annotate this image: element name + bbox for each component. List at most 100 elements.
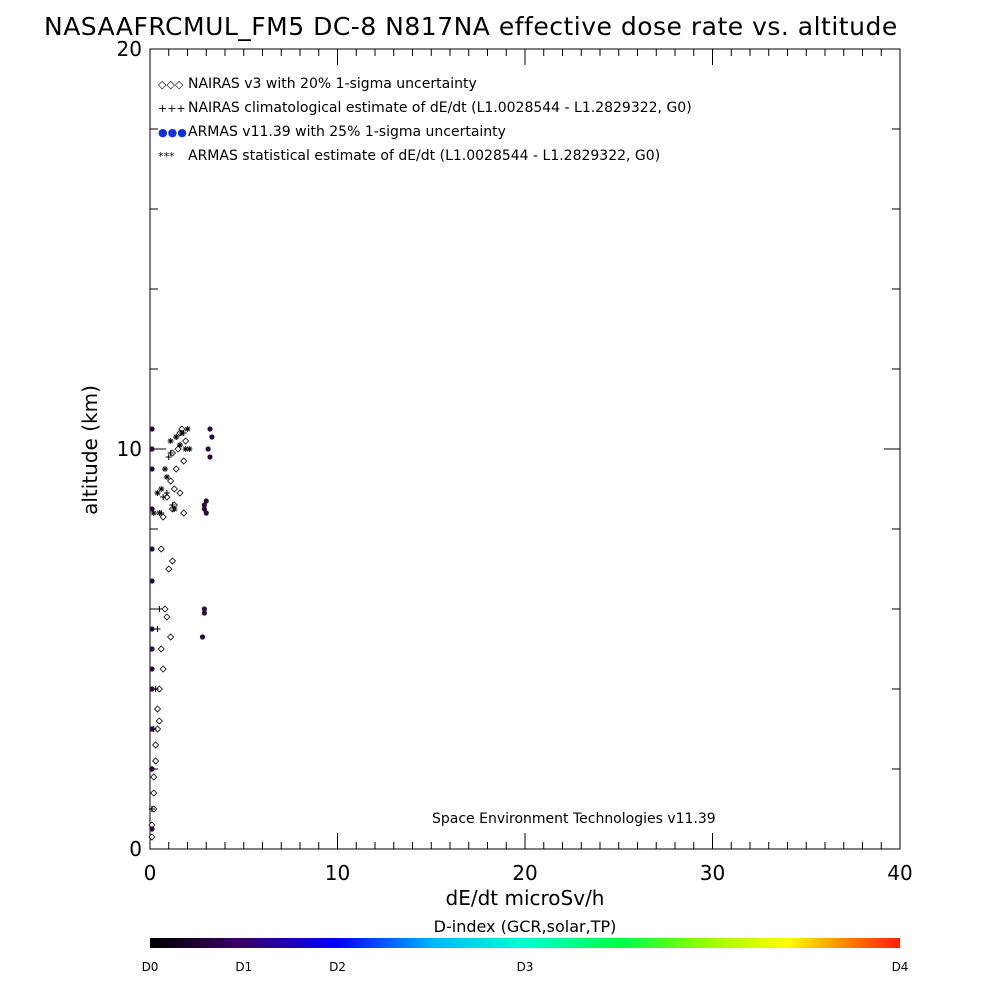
armas-point xyxy=(199,634,206,640)
armas-point xyxy=(149,546,155,552)
armas-point xyxy=(201,502,207,508)
armas-point xyxy=(201,606,207,612)
armas-point xyxy=(209,434,215,440)
armas-point xyxy=(149,578,155,584)
nairas-v3-point xyxy=(150,789,158,797)
armas-point xyxy=(207,426,213,432)
chart-title: NASAAFRCMUL_FM5 DC-8 N817NA effective do… xyxy=(44,12,898,41)
armas-statistical-point xyxy=(186,446,193,452)
colorbar-tick-label: D3 xyxy=(516,960,534,974)
armas-statistical-point xyxy=(182,446,189,452)
legend-symbol-asterisk: *** xyxy=(158,150,175,163)
armas-statistical-point xyxy=(171,506,178,512)
armas-statistical-point xyxy=(167,438,174,444)
nairas-climatological-point xyxy=(154,626,161,632)
armas-point xyxy=(205,446,211,452)
legend-label: NAIRAS climatological estimate of dE/dt … xyxy=(188,100,692,116)
armas-statistical-point xyxy=(177,442,183,448)
armas-point xyxy=(207,454,213,460)
x-tick-label: 20 xyxy=(512,861,537,885)
nairas-v3-point xyxy=(180,509,188,517)
nairas-climatological-point xyxy=(163,490,170,496)
y-tick-label: 10 xyxy=(117,437,142,461)
credit-text: Space Environment Technologies v11.39 xyxy=(432,811,716,827)
nairas-v3-point xyxy=(163,613,171,621)
nairas-v3-point xyxy=(180,457,188,465)
nairas-v3-point xyxy=(165,565,173,573)
nairas-v3-point xyxy=(152,741,160,749)
armas-statistical-point xyxy=(162,466,168,472)
colorbar-tick-label: D2 xyxy=(329,960,346,974)
nairas-v3-point xyxy=(161,605,169,613)
nairas-v3-point xyxy=(153,725,162,733)
legend-item-armas-v11: ●●● ARMAS v11.39 with 25% 1-sigma uncert… xyxy=(158,124,506,140)
axis-tick-labels: 0 10 20 30 40 0 10 20 xyxy=(117,37,913,885)
nairas-v3-point xyxy=(159,665,167,673)
nairas-v3-point xyxy=(167,633,175,641)
plot-frame xyxy=(149,48,901,850)
legend-label: ARMAS statistical estimate of dE/dt (L1.… xyxy=(188,148,661,164)
y-tick-label: 20 xyxy=(117,37,142,61)
legend-item-armas-statistical: *** ARMAS statistical estimate of dE/dt … xyxy=(158,148,660,164)
armas-statistical-point xyxy=(178,430,185,436)
armas-point xyxy=(149,766,155,772)
legend-label: ARMAS v11.39 with 25% 1-sigma uncertaint… xyxy=(188,124,506,140)
armas-point xyxy=(149,646,155,652)
nairas-v3-point xyxy=(163,493,171,501)
armas-point xyxy=(203,510,209,516)
x-tick-label: 0 xyxy=(144,861,157,885)
armas-point xyxy=(201,506,207,512)
armas-point xyxy=(149,686,155,692)
nairas-v3-point xyxy=(150,773,158,781)
armas-point xyxy=(149,666,155,672)
x-tick-label: 10 xyxy=(325,861,350,885)
x-tick-label: 40 xyxy=(887,861,912,885)
colorbar-tick-label: D1 xyxy=(235,960,253,974)
armas-point xyxy=(149,506,155,512)
nairas-climatological-point xyxy=(160,494,167,500)
nairas-climatological-point xyxy=(156,606,163,612)
nairas-climatological-point xyxy=(167,450,174,456)
armas-statistical-point xyxy=(163,474,170,480)
armas-point xyxy=(203,498,209,504)
armas-point xyxy=(149,726,155,732)
armas-statistical-point xyxy=(158,486,165,492)
nairas-v3-point xyxy=(153,705,162,713)
colorbar-tick-label: D4 xyxy=(891,960,909,974)
armas-statistical-point xyxy=(154,490,161,496)
armas-statistical-point xyxy=(184,426,191,432)
armas-point xyxy=(149,826,155,832)
legend-item-nairas-v3: ◇◇◇ NAIRAS v3 with 20% 1-sigma uncertain… xyxy=(158,76,477,92)
legend-item-nairas-climatological: +++ NAIRAS climatological estimate of dE… xyxy=(158,100,692,116)
nairas-v3-point xyxy=(176,489,184,497)
armas-point xyxy=(149,626,155,632)
armas-point xyxy=(149,426,155,432)
armas-statistical-point xyxy=(173,434,180,440)
nairas-v3-point xyxy=(157,645,165,653)
armas-point xyxy=(201,610,207,616)
y-axis-label: altitude (km) xyxy=(78,385,102,515)
legend-symbol-diamond: ◇◇◇ xyxy=(158,78,184,91)
x-axis-label: dE/dt microSv/h xyxy=(445,886,605,910)
armas-statistical-point xyxy=(156,510,163,516)
legend-label: NAIRAS v3 with 20% 1-sigma uncertainty xyxy=(188,76,477,92)
axis-ticks xyxy=(149,48,901,850)
nairas-v3-point xyxy=(155,717,163,725)
nairas-v3-point xyxy=(167,477,175,485)
nairas-climatological-point xyxy=(165,454,172,460)
colorbar-title: D-index (GCR,solar,TP) xyxy=(433,917,617,936)
nairas-v3-point xyxy=(157,545,165,553)
data-points xyxy=(148,425,215,841)
nairas-v3-point xyxy=(170,485,178,493)
colorbar-tick-label: D0 xyxy=(141,960,159,974)
nairas-v3-point xyxy=(168,557,177,565)
colorbar xyxy=(150,938,900,948)
legend-symbol-plus: +++ xyxy=(158,102,186,115)
nairas-v3-point xyxy=(172,465,180,473)
armas-point xyxy=(149,466,155,472)
y-tick-label: 0 xyxy=(129,837,142,861)
x-tick-label: 30 xyxy=(700,861,725,885)
legend-symbol-dot: ●●● xyxy=(158,126,187,139)
nairas-v3-point xyxy=(148,833,156,841)
